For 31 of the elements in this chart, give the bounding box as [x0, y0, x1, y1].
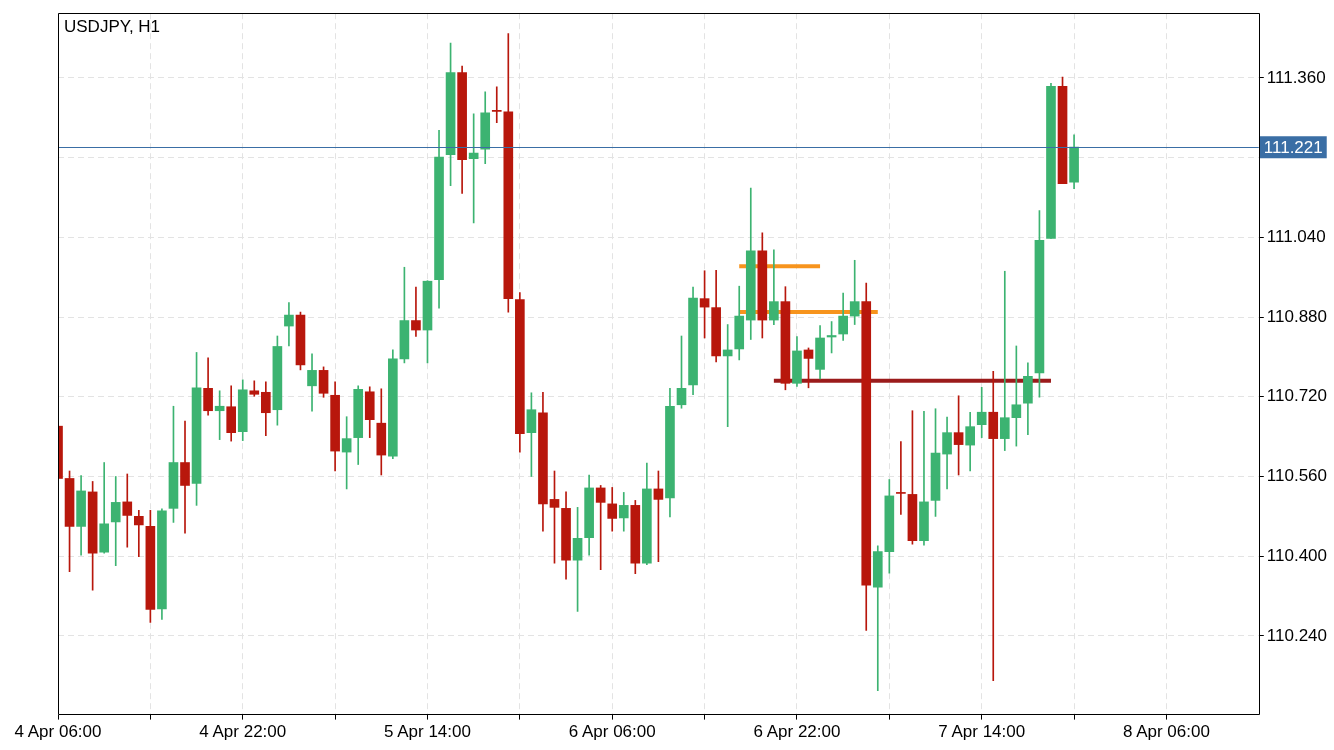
candlestick — [411, 286, 421, 337]
y-tick-label: 110.400 — [1266, 545, 1328, 565]
candlestick — [849, 259, 860, 325]
candlestick — [180, 420, 190, 534]
candlestick — [491, 86, 502, 124]
y-tick-label: 110.720 — [1266, 386, 1328, 406]
y-tick-label: 111.040 — [1266, 227, 1326, 247]
y-tick-label: 110.880 — [1266, 306, 1328, 326]
candlestick — [872, 545, 883, 692]
candlestick — [133, 510, 144, 558]
candlestick — [999, 270, 1010, 451]
x-tick-label: 5 Apr 14:00 — [384, 722, 471, 742]
candlestick — [896, 441, 906, 515]
candlestick — [110, 476, 121, 566]
x-tick-label: 7 Apr 14:00 — [938, 722, 1026, 742]
chart-title: USDJPY, H1 — [64, 17, 161, 37]
candlestick — [284, 302, 294, 347]
x-tick-label: 4 Apr 06:00 — [14, 722, 102, 742]
candlestick — [122, 473, 133, 548]
candlestick — [722, 324, 733, 427]
x-tick-label: 6 Apr 22:00 — [753, 722, 841, 742]
x-tick-label: 6 Apr 06:00 — [568, 722, 656, 742]
ref-line-label: 111.221 — [1263, 137, 1323, 157]
x-tick-label: 8 Apr 06:00 — [1122, 722, 1210, 742]
x-tick-label: 4 Apr 22:00 — [199, 722, 287, 742]
y-tick-label: 111.360 — [1266, 67, 1326, 87]
candlestick — [595, 485, 606, 570]
y-tick-label: 110.560 — [1266, 466, 1328, 486]
candlestick — [769, 249, 779, 325]
y-tick-label: 110.240 — [1266, 625, 1328, 645]
candlestick — [988, 371, 999, 682]
